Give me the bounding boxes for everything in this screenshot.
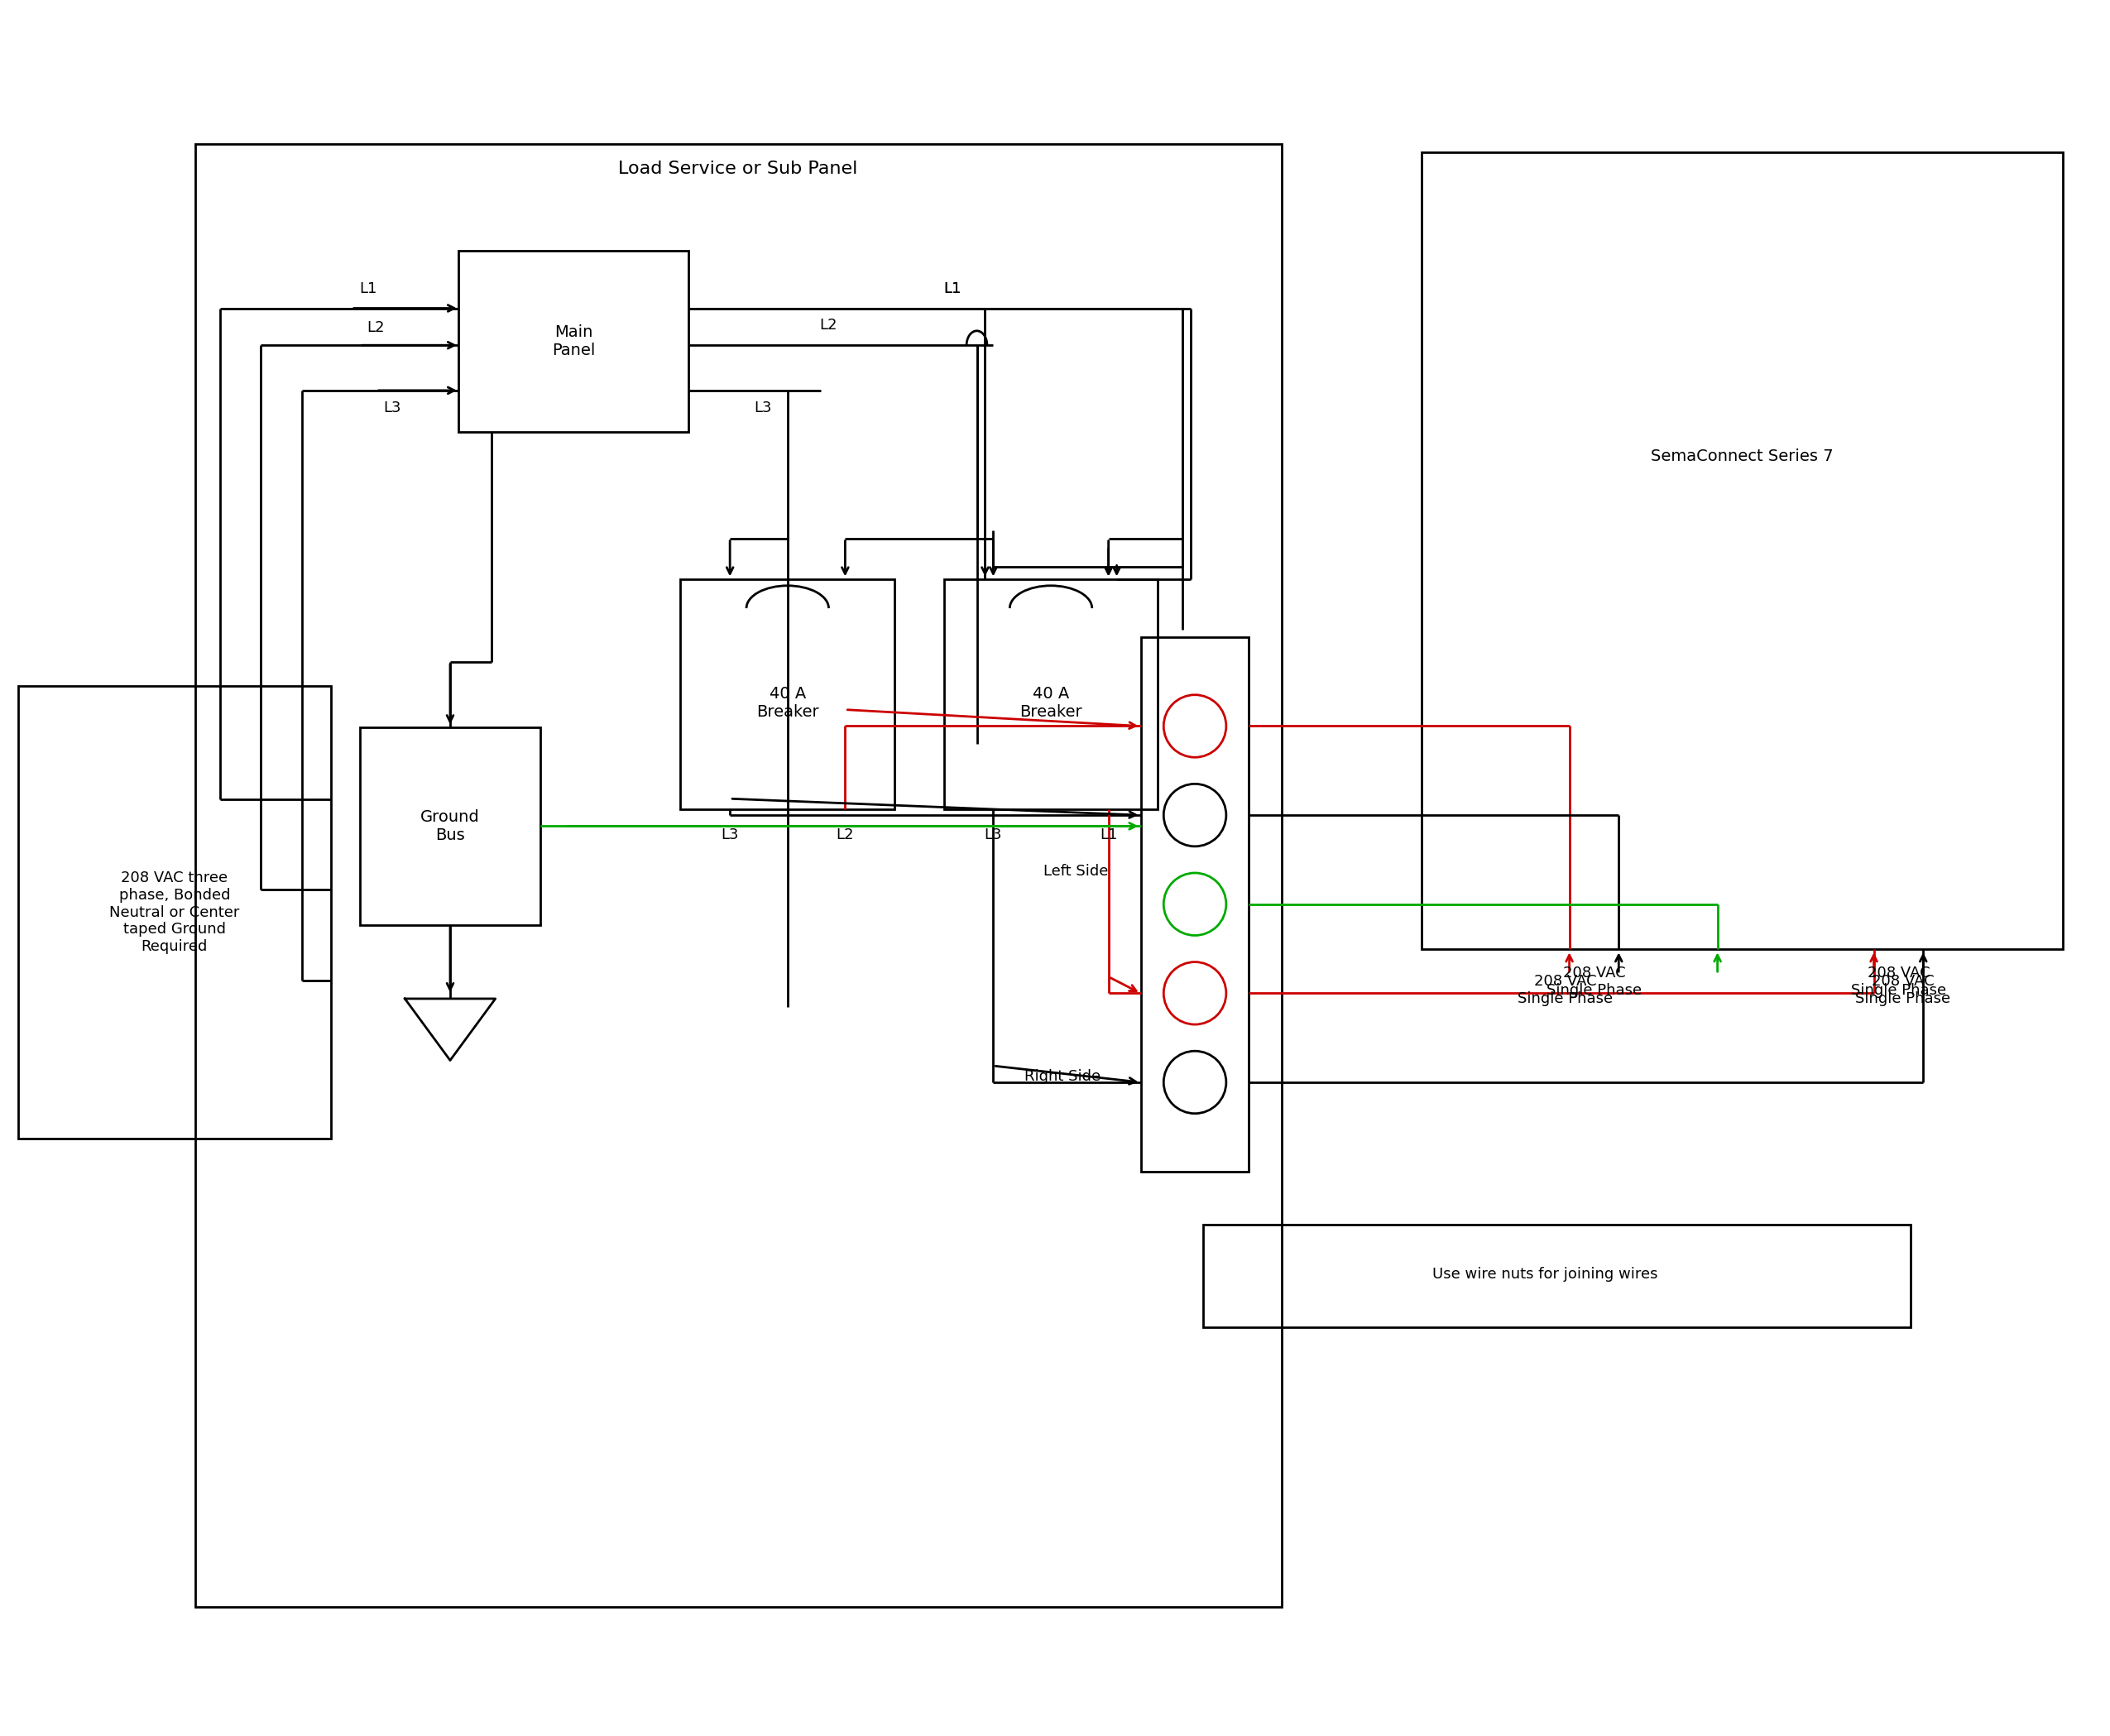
- Bar: [1203, 1224, 1912, 1328]
- Text: L3: L3: [722, 828, 738, 842]
- Text: Load Service or Sub Panel: Load Service or Sub Panel: [618, 160, 859, 177]
- Text: L2: L2: [836, 828, 855, 842]
- Text: L3: L3: [753, 401, 772, 415]
- Text: 208 VAC three
phase, Bonded
Neutral or Center
taped Ground
Required: 208 VAC three phase, Bonded Neutral or C…: [110, 870, 241, 955]
- Text: L1: L1: [1099, 828, 1118, 842]
- Bar: [194, 144, 1281, 1608]
- Text: L1: L1: [943, 281, 960, 295]
- Text: 208 VAC
Single Phase: 208 VAC Single Phase: [1547, 965, 1642, 998]
- Text: Main
Panel: Main Panel: [553, 325, 595, 358]
- Bar: [458, 250, 688, 432]
- Text: 208 VAC
Single Phase: 208 VAC Single Phase: [1850, 965, 1945, 998]
- Bar: [1422, 153, 2064, 950]
- Text: L2: L2: [821, 318, 838, 333]
- Bar: [19, 686, 331, 1139]
- Text: 208 VAC
Single Phase: 208 VAC Single Phase: [1855, 974, 1950, 1007]
- Bar: [682, 580, 895, 809]
- Text: L1: L1: [359, 281, 378, 295]
- Text: L2: L2: [367, 321, 384, 335]
- Text: L3: L3: [985, 828, 1002, 842]
- Text: L1: L1: [943, 281, 960, 295]
- Text: 208 VAC
Single Phase: 208 VAC Single Phase: [1517, 974, 1612, 1007]
- Text: Use wire nuts for joining wires: Use wire nuts for joining wires: [1433, 1267, 1656, 1281]
- Text: Right Side: Right Side: [1023, 1069, 1099, 1085]
- Text: Ground
Bus: Ground Bus: [420, 809, 479, 844]
- Bar: [1142, 637, 1249, 1172]
- Text: Left Side: Left Side: [1044, 865, 1108, 878]
- Text: 40 A
Breaker: 40 A Breaker: [1019, 686, 1082, 720]
- Bar: [943, 580, 1158, 809]
- Text: L3: L3: [384, 401, 401, 415]
- Text: SemaConnect Series 7: SemaConnect Series 7: [1650, 448, 1834, 464]
- Text: 40 A
Breaker: 40 A Breaker: [755, 686, 819, 720]
- Bar: [359, 727, 540, 925]
